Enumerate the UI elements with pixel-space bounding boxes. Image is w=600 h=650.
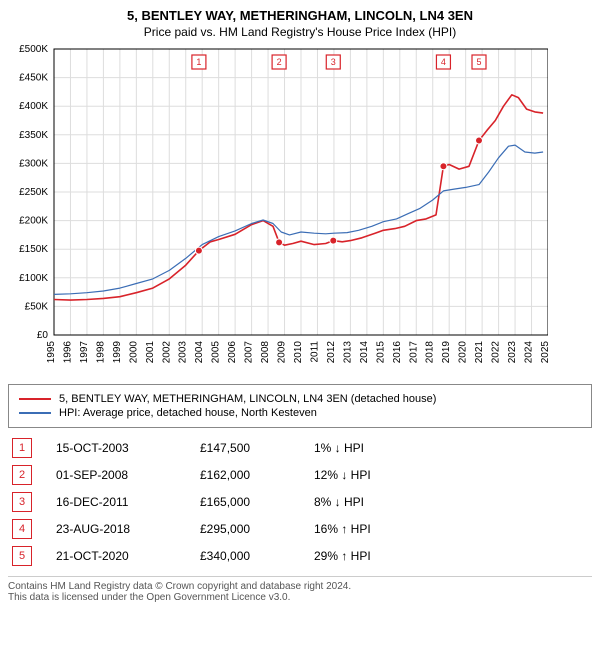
svg-text:2000: 2000 [128, 341, 139, 364]
svg-text:£500K: £500K [19, 45, 48, 55]
price-chart-svg: £0 £50K £100K £150K £200K £250K £300K £350K £400… [8, 45, 548, 375]
svg-text:2009: 2009 [277, 341, 288, 364]
svg-text:2023: 2023 [507, 341, 518, 364]
svg-text:1: 1 [196, 57, 201, 67]
svg-text:2015: 2015 [375, 341, 386, 364]
transaction-row: 2 01-SEP-2008 £162,000 12% ↓ HPI [12, 465, 592, 485]
svg-text:3: 3 [331, 57, 336, 67]
legend-row-hpi: HPI: Average price, detached house, Nort… [19, 407, 581, 419]
svg-text:2002: 2002 [161, 341, 172, 364]
svg-text:2020: 2020 [458, 341, 469, 364]
legend-label-hpi: HPI: Average price, detached house, Nort… [59, 407, 317, 419]
legend-label-subject: 5, BENTLEY WAY, METHERINGHAM, LINCOLN, L… [59, 393, 436, 405]
svg-text:2024: 2024 [524, 341, 535, 364]
svg-text:2003: 2003 [178, 341, 189, 364]
transaction-price: £295,000 [200, 522, 290, 536]
svg-text:2008: 2008 [260, 341, 271, 364]
svg-text:1999: 1999 [112, 341, 123, 364]
legend-swatch-subject [19, 398, 51, 400]
transaction-date: 23-AUG-2018 [56, 522, 176, 536]
footer-line2: This data is licensed under the Open Gov… [8, 592, 592, 603]
svg-text:£300K: £300K [19, 158, 48, 169]
svg-text:£450K: £450K [19, 73, 48, 84]
svg-text:2004: 2004 [194, 341, 205, 364]
svg-text:1996: 1996 [62, 341, 73, 364]
transaction-delta: 1% ↓ HPI [314, 441, 424, 455]
svg-text:2014: 2014 [359, 341, 370, 364]
transaction-date: 01-SEP-2008 [56, 468, 176, 482]
transaction-price: £165,000 [200, 495, 290, 509]
svg-text:2022: 2022 [491, 341, 502, 364]
transaction-date: 16-DEC-2011 [56, 495, 176, 509]
transaction-date: 21-OCT-2020 [56, 549, 176, 563]
svg-text:2025: 2025 [540, 341, 548, 364]
svg-text:2011: 2011 [309, 341, 320, 363]
svg-text:5: 5 [476, 57, 481, 67]
chart-title-line2: Price paid vs. HM Land Registry's House … [8, 25, 592, 39]
transaction-marker: 3 [12, 492, 32, 512]
svg-text:2010: 2010 [293, 341, 304, 364]
transaction-row: 1 15-OCT-2003 £147,500 1% ↓ HPI [12, 438, 592, 458]
svg-text:£0: £0 [37, 330, 49, 341]
svg-text:2018: 2018 [425, 341, 436, 364]
svg-text:£100K: £100K [19, 273, 48, 284]
transaction-delta: 16% ↑ HPI [314, 522, 424, 536]
transaction-marker: 2 [12, 465, 32, 485]
svg-text:2012: 2012 [326, 341, 337, 364]
svg-text:2005: 2005 [211, 341, 222, 364]
svg-text:£350K: £350K [19, 130, 48, 141]
chart-area: £0 £50K £100K £150K £200K £250K £300K £350K £400… [8, 45, 592, 380]
svg-text:1997: 1997 [79, 341, 90, 364]
transaction-delta: 29% ↑ HPI [314, 549, 424, 563]
svg-text:2006: 2006 [227, 341, 238, 364]
transaction-delta: 12% ↓ HPI [314, 468, 424, 482]
svg-text:2007: 2007 [244, 341, 255, 364]
legend-row-subject: 5, BENTLEY WAY, METHERINGHAM, LINCOLN, L… [19, 393, 581, 405]
transaction-price: £162,000 [200, 468, 290, 482]
svg-text:4: 4 [441, 57, 446, 67]
transaction-row: 4 23-AUG-2018 £295,000 16% ↑ HPI [12, 519, 592, 539]
svg-text:£150K: £150K [19, 244, 48, 255]
chart-title-line1: 5, BENTLEY WAY, METHERINGHAM, LINCOLN, L… [8, 8, 592, 23]
transaction-row: 3 16-DEC-2011 £165,000 8% ↓ HPI [12, 492, 592, 512]
svg-text:2: 2 [277, 57, 282, 67]
transaction-price: £147,500 [200, 441, 290, 455]
svg-text:1995: 1995 [46, 341, 57, 364]
svg-text:2021: 2021 [474, 341, 485, 364]
transaction-marker: 5 [12, 546, 32, 566]
footer: Contains HM Land Registry data © Crown c… [8, 576, 592, 603]
svg-text:£200K: £200K [19, 216, 48, 227]
transaction-marker: 1 [12, 438, 32, 458]
svg-text:2016: 2016 [392, 341, 403, 364]
transaction-price: £340,000 [200, 549, 290, 563]
svg-text:1998: 1998 [95, 341, 106, 364]
legend: 5, BENTLEY WAY, METHERINGHAM, LINCOLN, L… [8, 384, 592, 428]
legend-swatch-hpi [19, 412, 51, 413]
footer-line1: Contains HM Land Registry data © Crown c… [8, 581, 592, 592]
transactions-table: 1 15-OCT-2003 £147,500 1% ↓ HPI 2 01-SEP-2008… [8, 438, 592, 566]
transaction-delta: 8% ↓ HPI [314, 495, 424, 509]
transaction-marker: 4 [12, 519, 32, 539]
transaction-row: 5 21-OCT-2020 £340,000 29% ↑ HPI [12, 546, 592, 566]
svg-text:2019: 2019 [441, 341, 452, 364]
svg-text:2001: 2001 [145, 341, 156, 364]
svg-text:£400K: £400K [19, 101, 48, 112]
svg-text:2017: 2017 [408, 341, 419, 364]
svg-text:2013: 2013 [342, 341, 353, 364]
transaction-date: 15-OCT-2003 [56, 441, 176, 455]
svg-text:£50K: £50K [25, 301, 49, 312]
svg-text:£250K: £250K [19, 187, 48, 198]
